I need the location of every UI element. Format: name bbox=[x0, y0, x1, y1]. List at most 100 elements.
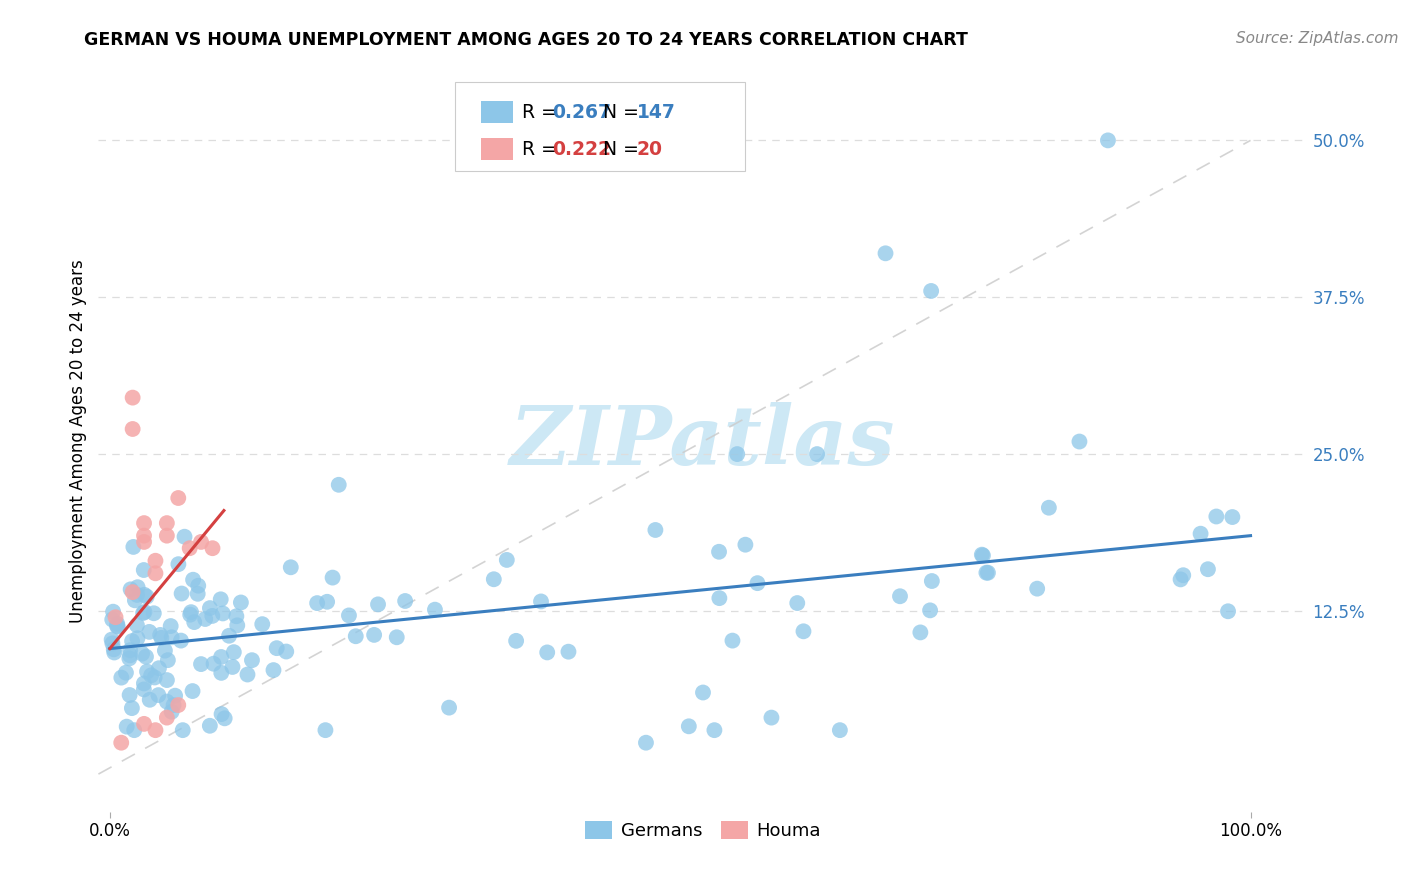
Point bbox=[707, 545, 730, 559]
Point bbox=[977, 566, 1000, 580]
Point bbox=[142, 607, 165, 621]
Point bbox=[135, 649, 157, 664]
Point bbox=[703, 723, 725, 738]
Point bbox=[236, 667, 259, 681]
Text: N =: N = bbox=[603, 103, 644, 121]
Point bbox=[1197, 562, 1219, 576]
Point bbox=[127, 588, 149, 602]
Point bbox=[160, 630, 183, 644]
Point bbox=[173, 530, 195, 544]
Point bbox=[221, 660, 243, 674]
Point bbox=[179, 607, 201, 622]
Point bbox=[734, 538, 756, 552]
Point bbox=[136, 665, 159, 679]
Point bbox=[118, 648, 141, 663]
Point bbox=[127, 580, 149, 594]
Point bbox=[156, 516, 179, 530]
Point bbox=[363, 628, 385, 642]
Point bbox=[150, 631, 173, 645]
Point bbox=[536, 645, 558, 659]
Point bbox=[276, 644, 298, 658]
Point bbox=[218, 629, 240, 643]
Point bbox=[160, 705, 183, 719]
Point bbox=[180, 605, 202, 619]
Point bbox=[132, 529, 155, 543]
Point bbox=[344, 629, 367, 643]
Point bbox=[198, 719, 221, 733]
Point bbox=[1222, 510, 1244, 524]
Point bbox=[263, 663, 285, 677]
Point bbox=[337, 608, 360, 623]
Point bbox=[101, 613, 124, 627]
Point bbox=[167, 491, 190, 505]
Point bbox=[920, 603, 942, 617]
Point bbox=[124, 593, 146, 607]
Point bbox=[482, 572, 505, 586]
Text: N =: N = bbox=[603, 139, 644, 159]
Point bbox=[1173, 568, 1195, 582]
Point bbox=[187, 579, 209, 593]
Text: R =: R = bbox=[522, 103, 562, 121]
Point bbox=[921, 574, 943, 588]
Point bbox=[328, 477, 350, 491]
Point bbox=[145, 723, 167, 738]
Text: ZIPatlas: ZIPatlas bbox=[510, 401, 896, 482]
Point bbox=[495, 553, 517, 567]
Text: 147: 147 bbox=[637, 103, 675, 121]
Point bbox=[138, 692, 160, 706]
Point bbox=[131, 647, 153, 661]
Point bbox=[211, 607, 233, 621]
Point bbox=[828, 723, 851, 738]
Point bbox=[135, 590, 157, 604]
Point bbox=[385, 630, 408, 644]
Point bbox=[121, 585, 143, 599]
Point bbox=[209, 665, 232, 680]
Point bbox=[181, 684, 204, 698]
Point bbox=[266, 641, 288, 656]
Point bbox=[187, 587, 209, 601]
Point bbox=[132, 516, 155, 530]
Point bbox=[721, 633, 744, 648]
Point bbox=[229, 595, 252, 609]
Point bbox=[1069, 434, 1091, 449]
Point bbox=[121, 422, 143, 436]
Point bbox=[170, 633, 193, 648]
Point bbox=[1170, 573, 1192, 587]
Point bbox=[120, 582, 142, 597]
Point bbox=[209, 650, 232, 665]
Point bbox=[889, 589, 911, 603]
Point bbox=[1189, 526, 1212, 541]
Point bbox=[115, 720, 138, 734]
Text: 0.267: 0.267 bbox=[551, 103, 610, 121]
FancyBboxPatch shape bbox=[481, 101, 513, 123]
Point bbox=[226, 618, 249, 632]
Point bbox=[132, 682, 155, 697]
Point bbox=[149, 628, 172, 642]
Point bbox=[202, 657, 225, 671]
Point bbox=[725, 447, 748, 461]
Point bbox=[920, 284, 942, 298]
Point bbox=[314, 723, 336, 738]
Point bbox=[307, 596, 329, 610]
Point bbox=[153, 643, 176, 657]
Point bbox=[110, 671, 132, 685]
Point bbox=[159, 619, 181, 633]
Point bbox=[103, 642, 125, 657]
Y-axis label: Unemployment Among Ages 20 to 24 years: Unemployment Among Ages 20 to 24 years bbox=[69, 260, 87, 624]
Point bbox=[165, 689, 187, 703]
Point bbox=[148, 661, 170, 675]
Point bbox=[120, 643, 142, 657]
Point bbox=[505, 633, 527, 648]
Point bbox=[1205, 509, 1227, 524]
Point bbox=[115, 665, 138, 680]
Point bbox=[972, 549, 994, 563]
Point bbox=[145, 566, 167, 581]
Point bbox=[101, 605, 124, 619]
Point bbox=[240, 653, 263, 667]
Point bbox=[190, 535, 212, 549]
Point bbox=[139, 668, 162, 682]
Point bbox=[181, 573, 204, 587]
Point bbox=[806, 447, 828, 461]
Point bbox=[970, 548, 993, 562]
Point bbox=[367, 598, 389, 612]
